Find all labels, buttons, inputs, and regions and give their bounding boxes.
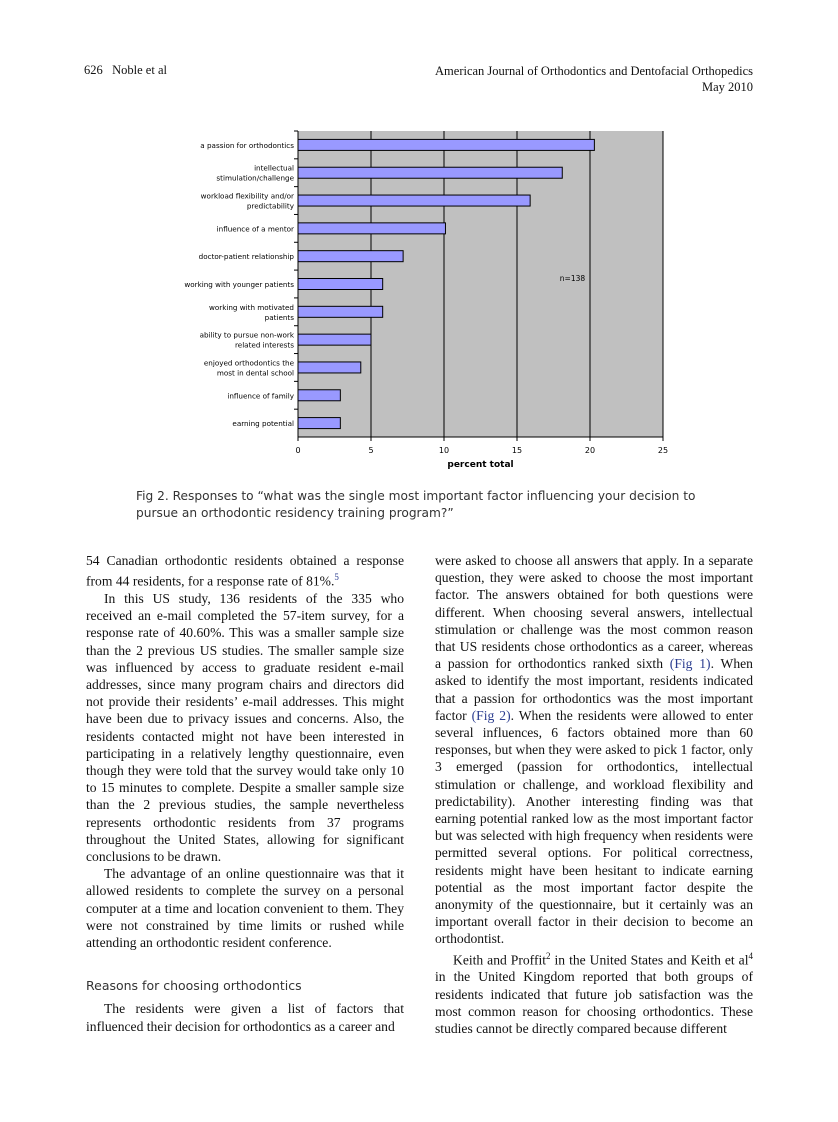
x-tick-label: 15: [512, 446, 522, 455]
category-label: influence of family: [227, 391, 294, 400]
fig2-link[interactable]: (Fig 2): [471, 707, 511, 723]
page-number: 626: [84, 63, 103, 77]
category-label: earning potential: [232, 419, 294, 428]
journal-name: American Journal of Orthodontics and Den…: [435, 64, 753, 78]
category-label: workload flexibility and/or predictabilit…: [201, 192, 295, 211]
x-tick-label: 20: [585, 446, 595, 455]
x-tick-label: 0: [295, 446, 300, 455]
sample-size-annotation: n=138: [560, 274, 586, 283]
x-tick-label: 5: [368, 446, 373, 455]
bar: [297, 417, 341, 430]
paragraph: were asked to choose all answers that ap…: [435, 553, 754, 947]
bar: [297, 250, 404, 263]
paragraph: The residents were given a list of facto…: [86, 1001, 404, 1034]
category-label: working with younger patients: [184, 280, 294, 289]
category-label: enjoyed orthodontics the most in dental s…: [204, 358, 295, 377]
paragraph: 54 Canadian orthodontic residents obtain…: [86, 553, 404, 589]
category-label: intellectual stimulation/challenge: [216, 164, 294, 183]
category-label: influence of a mentor: [217, 224, 294, 233]
bar: [297, 278, 384, 290]
paragraph: Keith and Proffit2 in the United States …: [435, 950, 753, 1037]
x-axis-title: percent total: [447, 460, 513, 470]
category-label: ability to pursue non-work related intere…: [200, 331, 295, 350]
running-header-right: American Journal of Orthodontics and Den…: [435, 63, 753, 95]
paragraph: The advantage of an online questionnaire…: [86, 866, 404, 950]
category-label: a passion for orthodontics: [200, 141, 294, 150]
paragraph: In this US study, 136 residents of the 3…: [86, 590, 404, 864]
left-column: 54 Canadian orthodontic residents obtain…: [86, 552, 404, 1035]
bar: [297, 194, 531, 207]
section-heading: Reasons for choosing orthodontics: [86, 978, 302, 994]
category-label: working with motivated patients: [209, 303, 294, 322]
bar: [297, 138, 595, 151]
bar: [297, 389, 341, 402]
bar: [297, 166, 563, 179]
bar: [297, 361, 362, 374]
issue-date: May 2010: [701, 80, 753, 94]
running-header-left: 626 Noble et al: [84, 63, 167, 78]
bar-chart: 0 5 10 15 20 25 a passion for orthodontics inte…: [184, 130, 668, 470]
bar: [297, 222, 446, 235]
right-column: were asked to choose all answers that ap…: [435, 552, 753, 1037]
figure-caption: Fig 2. Responses to “what was the single…: [136, 489, 696, 520]
authors: Noble et al: [112, 63, 167, 77]
bar: [297, 333, 372, 346]
x-tick-label: 25: [658, 446, 668, 455]
category-label: doctor-patient relationship: [199, 252, 295, 261]
x-tick-label: 10: [439, 446, 449, 455]
fig1-link[interactable]: (Fig 1): [669, 656, 711, 672]
bar: [297, 305, 384, 318]
